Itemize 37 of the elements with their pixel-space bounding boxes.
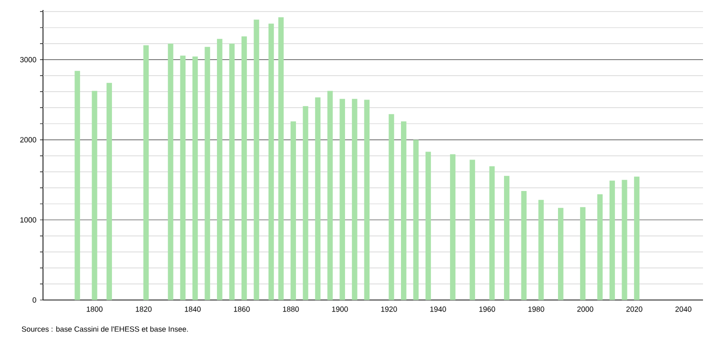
- bar: [315, 97, 320, 300]
- bar: [229, 44, 235, 300]
- bar: [558, 208, 564, 300]
- bar: [622, 180, 628, 300]
- bar: [192, 56, 198, 300]
- bar: [92, 90, 98, 300]
- bar: [204, 46, 210, 300]
- bar: [254, 20, 260, 300]
- bar: [340, 98, 346, 300]
- bar: [268, 24, 274, 300]
- bar: [400, 121, 406, 300]
- bar: [504, 176, 510, 300]
- bar: [413, 140, 419, 300]
- bar: [216, 38, 222, 300]
- bar: [426, 152, 431, 300]
- bar: [388, 114, 394, 300]
- bar: [634, 176, 640, 300]
- bar: [364, 100, 370, 300]
- bar: [470, 160, 476, 300]
- bar: [302, 106, 308, 300]
- bar: [580, 207, 586, 300]
- bar: [489, 166, 495, 300]
- bar: [610, 180, 615, 300]
- bar: [327, 90, 333, 300]
- bar: [168, 44, 174, 300]
- bar: [278, 17, 284, 300]
- bar: [538, 200, 544, 300]
- bar: [352, 98, 358, 300]
- bar: [521, 191, 527, 300]
- bar: [450, 154, 456, 300]
- bar: [290, 121, 296, 300]
- bar: [106, 82, 112, 300]
- bar: [180, 56, 186, 300]
- bar: [241, 36, 247, 300]
- bar: [74, 70, 80, 300]
- bar: [597, 194, 603, 300]
- bar: [143, 45, 149, 300]
